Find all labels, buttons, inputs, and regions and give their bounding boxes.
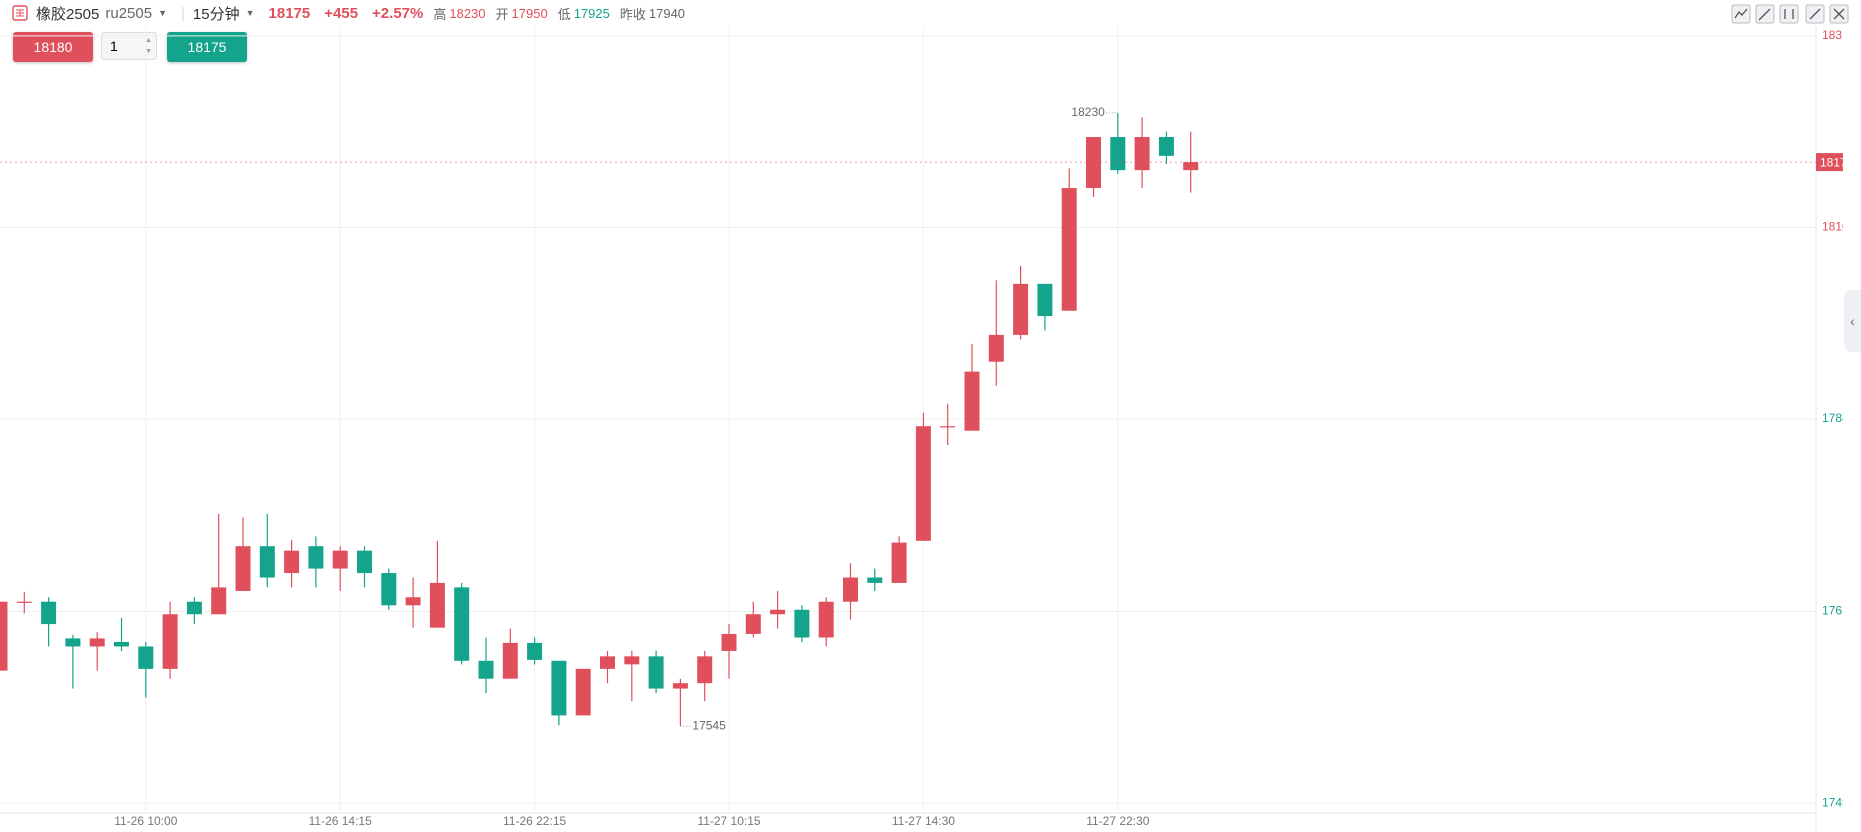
candle-body <box>1183 162 1199 171</box>
candle-body <box>1134 137 1150 171</box>
low-value: 17925 <box>573 5 610 21</box>
candle-body <box>65 638 81 647</box>
candle-body <box>162 614 178 669</box>
candle-body <box>770 609 786 615</box>
candle-body <box>357 550 372 574</box>
candle-body <box>89 638 105 647</box>
candle-body <box>429 582 445 628</box>
spinner[interactable]: ▲ ▼ <box>145 37 152 55</box>
dropdown-arrow[interactable]: ▼ <box>245 8 255 18</box>
candle-body <box>1110 137 1126 171</box>
candle-body <box>1158 137 1174 156</box>
symbol-name[interactable]: 橡胶2505 <box>36 5 100 23</box>
candle-body <box>915 426 931 541</box>
candle-body <box>1013 283 1029 335</box>
candle-body <box>818 601 834 638</box>
high-annotation: 18230 <box>1071 105 1105 119</box>
low-label: 低 <box>557 6 571 22</box>
prev-close-label: 昨收 <box>619 6 646 22</box>
candle-body <box>16 601 32 603</box>
x-tick-label: 11-26 22:15 <box>503 814 566 828</box>
open-label: 开 <box>495 6 509 22</box>
separator: | <box>181 4 185 22</box>
x-tick-label: 11-26 10:00 <box>114 814 177 828</box>
candle-body <box>551 660 567 716</box>
last-price: 18175 <box>268 4 311 22</box>
high-value: 18230 <box>449 5 486 21</box>
candle-body <box>502 642 518 679</box>
candle-body <box>186 601 202 615</box>
candle-body <box>745 614 761 634</box>
period[interactable]: 15分钟 <box>192 5 240 23</box>
last-price-label: 18175 <box>1820 155 1843 169</box>
candle-body <box>308 546 324 569</box>
x-tick-label: 11-27 22:30 <box>1086 814 1149 828</box>
candle-body <box>138 646 154 669</box>
prev-close-value: 17940 <box>648 5 686 21</box>
symbol-icon <box>12 5 28 21</box>
candle-body <box>891 542 907 583</box>
candle-body <box>1037 283 1053 317</box>
candle-body <box>794 609 810 638</box>
candle-body <box>988 334 1004 362</box>
candle-body <box>41 601 57 625</box>
candle-body <box>259 546 275 578</box>
last-price-tag <box>1816 153 1843 172</box>
header: 橡胶2505 ru2505 ▼ | 15分钟 ▼ 18175 +455 +2.5… <box>0 0 1861 26</box>
candle-body <box>600 656 615 669</box>
change-pct: +2.57% <box>372 4 424 22</box>
candle-body <box>454 587 470 661</box>
dropdown-arrow[interactable]: ▼ <box>158 8 168 18</box>
candle-body <box>672 683 688 689</box>
low-annotation: 17545 <box>692 718 726 732</box>
candle-body <box>114 641 129 647</box>
toolbar <box>1731 4 1849 24</box>
candle-body <box>721 633 737 651</box>
candle-body <box>575 668 591 716</box>
candle-body <box>284 550 300 574</box>
candle-body <box>381 573 397 606</box>
candle-body <box>697 656 713 684</box>
candle-body <box>478 660 494 679</box>
candle-body <box>624 656 640 665</box>
candle-body <box>332 550 348 569</box>
quantity-input[interactable]: 1 ▲ ▼ <box>101 32 157 60</box>
x-tick-label: 11-27 14:30 <box>892 814 955 828</box>
candle-body <box>843 577 858 602</box>
candle-body <box>211 587 227 615</box>
candle-body <box>235 546 251 591</box>
candle-body <box>964 371 980 431</box>
collapse-tab[interactable]: ‹ <box>1844 290 1861 352</box>
y-tick-label: 18316 <box>1822 28 1843 42</box>
high-label: 高 <box>433 6 447 22</box>
quantity: 1 <box>110 38 118 54</box>
x-tick-label: 11-27 10:15 <box>697 814 760 828</box>
candle-body <box>867 577 883 583</box>
candle-body <box>0 601 8 671</box>
candle-body <box>648 656 664 689</box>
symbol-code[interactable]: ru2505 <box>105 4 153 22</box>
change: +455 <box>324 4 359 22</box>
candle-body <box>940 426 956 428</box>
open-value: 17950 <box>511 5 548 21</box>
candle-body <box>1061 188 1077 311</box>
y-tick-label: 17888 <box>1822 411 1843 425</box>
candle-body <box>1086 137 1101 189</box>
y-tick-label: 18102 <box>1822 220 1843 234</box>
y-tick-label: 17459 <box>1822 795 1843 809</box>
candle-body <box>405 597 421 606</box>
y-tick-label: 17673 <box>1822 604 1843 618</box>
x-tick-label: 11-26 14:15 <box>309 814 372 828</box>
buy-button[interactable]: 18180 <box>13 32 93 62</box>
candle-body <box>527 642 543 660</box>
sell-button[interactable]: 18175 <box>167 32 247 62</box>
